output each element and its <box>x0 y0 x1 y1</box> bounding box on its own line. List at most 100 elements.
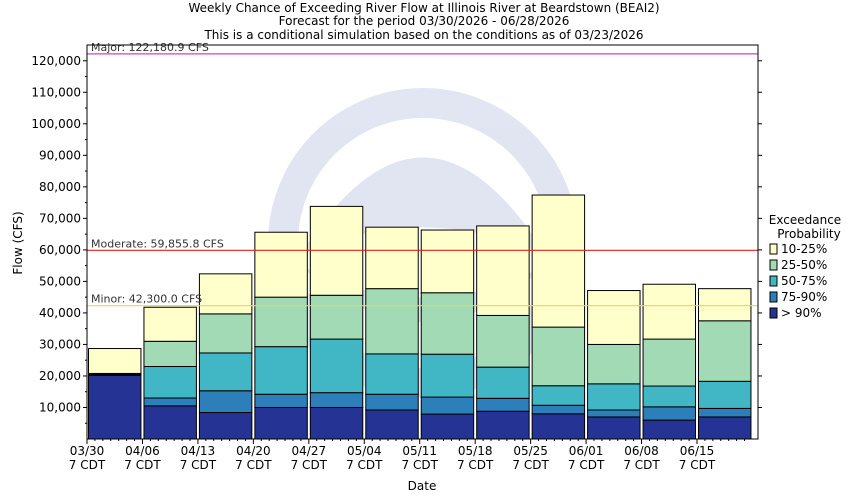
y-tick-label: 20,000 <box>39 369 81 383</box>
legend-title-line-2: Probability <box>777 227 840 241</box>
y-tick-label: 10,000 <box>39 400 81 414</box>
legend: Exceedance Probability 10-25% 25-50% 50-75… <box>769 213 841 320</box>
x-tick-date: 06/08 <box>624 444 659 458</box>
bar-3-segment-p75-90 <box>198 390 253 414</box>
bar-12-segment-p50-75 <box>698 380 752 409</box>
x-tick-date: 06/01 <box>569 444 604 458</box>
y-tick-label: 40,000 <box>39 306 81 320</box>
y-tick-label: 70,000 <box>39 211 81 225</box>
bar-5-segment-p90 <box>309 406 364 440</box>
legend-items: 10-25% 25-50% 50-75% 75-90% > 90% <box>769 242 827 320</box>
x-tick-zone: 7 CDT <box>679 458 716 472</box>
x-tick-zone: 7 CDT <box>346 458 383 472</box>
x-tick-zone: 7 CDT <box>291 458 328 472</box>
bar-8-segment-p75-90 <box>476 397 530 412</box>
threshold-label-moderate: Moderate: 59,855.8 CFS <box>91 237 224 250</box>
x-tick-date: 06/15 <box>680 444 715 458</box>
bar-5-segment-p25-50 <box>309 294 364 340</box>
x-tick-date: 03/30 <box>70 444 105 458</box>
bar-11-segment-p90 <box>642 419 697 440</box>
bar-9-segment-p75-90 <box>531 404 586 415</box>
x-tick-date: 04/06 <box>125 444 160 458</box>
legend-swatch-3 <box>769 275 778 287</box>
bar-6-segment-p90 <box>365 409 419 440</box>
bar-6-segment-p50-75 <box>365 353 419 395</box>
x-tick-zone: 7 CDT <box>124 458 161 472</box>
y-tick-label: 60,000 <box>39 243 81 257</box>
x-tick-zone: 7 CDT <box>235 458 272 472</box>
bar-11-segment-p75-90 <box>642 406 697 421</box>
bar-11-segment-p50-75 <box>642 385 697 408</box>
bar-11-segment-p10-25 <box>642 283 697 340</box>
bar-8-segment-p90 <box>476 410 530 440</box>
bar-6-segment-p10-25 <box>365 226 419 290</box>
y-tick-label: 120,000 <box>31 54 81 68</box>
bar-7-segment-p50-75 <box>420 353 475 398</box>
bar-2-segment-p10-25 <box>143 306 197 342</box>
threshold-label-major: Major: 122,180.9 CFS <box>91 41 209 54</box>
x-tick-zone: 7 CDT <box>568 458 605 472</box>
chart-title-line-2: Forecast for the period 03/30/2026 - 06/… <box>279 14 570 28</box>
bar-2-segment-p75-90 <box>143 397 197 407</box>
bar-12-segment-p25-50 <box>698 320 752 382</box>
bar-11-segment-p25-50 <box>642 338 697 387</box>
x-tick-zone: 7 CDT <box>512 458 549 472</box>
y-axis-title: Flow (CFS) <box>11 211 25 274</box>
bar-10-segment-p50-75 <box>587 383 641 411</box>
legend-swatch-5 <box>769 307 778 319</box>
x-tick-date: 05/25 <box>513 444 548 458</box>
bar-9-segment-p90 <box>531 413 586 440</box>
x-tick-date: 04/13 <box>181 444 216 458</box>
legend-label-3: 50-75% <box>781 274 827 288</box>
y-tick-label: 100,000 <box>31 117 81 131</box>
chart-title-line-3: This is a conditional simulation based o… <box>203 28 643 42</box>
bar-9-segment-p50-75 <box>531 385 586 406</box>
bar-10-segment-p90 <box>587 416 641 440</box>
bar-10-segment-p10-25 <box>587 290 641 345</box>
x-tick-zone: 7 CDT <box>457 458 494 472</box>
x-tick-date: 04/20 <box>236 444 271 458</box>
bar-7-segment-p90 <box>420 413 475 440</box>
thresholds-layer: Major: 122,180.9 CFS Moderate: 59,855.8 C… <box>87 41 758 307</box>
y-tick-label: 50,000 <box>39 274 81 288</box>
legend-label-5: > 90% <box>781 306 822 320</box>
x-tick-zone: 7 CDT <box>69 458 106 472</box>
bar-4-segment-p90 <box>254 406 308 440</box>
bar-5-segment-p50-75 <box>309 338 364 394</box>
bar-2-segment-p90 <box>143 405 197 440</box>
bar-8-segment-p25-50 <box>476 314 530 368</box>
bar-10-segment-p75-90 <box>587 409 641 418</box>
y-tick-label: 80,000 <box>39 180 81 194</box>
bar-7-segment-p75-90 <box>420 396 475 415</box>
y-tick-label: 110,000 <box>31 85 81 99</box>
x-tick-date: 04/27 <box>292 444 327 458</box>
bar-6-segment-p75-90 <box>365 393 419 411</box>
x-tick-zone: 7 CDT <box>623 458 660 472</box>
y-axis: 10,000 20,000 30,000 40,000 50,000 60,000 70,0… <box>31 54 762 424</box>
y-tick-label: 30,000 <box>39 337 81 351</box>
bar-12-segment-p90 <box>698 416 752 440</box>
bar-7-segment-p10-25 <box>420 229 475 294</box>
bar-6-segment-p25-50 <box>365 288 419 355</box>
legend-label-2: 25-50% <box>781 258 827 272</box>
bar-8-segment-p10-25 <box>476 225 530 316</box>
bar-7-segment-p25-50 <box>420 292 475 355</box>
legend-swatch-2 <box>769 259 778 271</box>
bar-9-segment-p25-50 <box>531 326 586 387</box>
bar-2-segment-p50-75 <box>143 366 197 399</box>
x-tick-date: 05/04 <box>347 444 382 458</box>
x-tick-date: 05/11 <box>402 444 437 458</box>
legend-swatch-4 <box>769 291 778 303</box>
x-tick-date: 05/18 <box>458 444 493 458</box>
plot-frame <box>86 44 759 440</box>
bar-9-segment-p10-25 <box>531 194 586 328</box>
bar-1-segment-p10-25 <box>88 348 142 374</box>
legend-label-1: 10-25% <box>781 242 827 256</box>
x-tick-zone: 7 CDT <box>180 458 217 472</box>
bar-3-segment-p90 <box>198 412 253 440</box>
legend-swatch-1 <box>769 243 778 255</box>
bar-4-segment-p50-75 <box>254 346 308 395</box>
legend-label-4: 75-90% <box>781 290 827 304</box>
